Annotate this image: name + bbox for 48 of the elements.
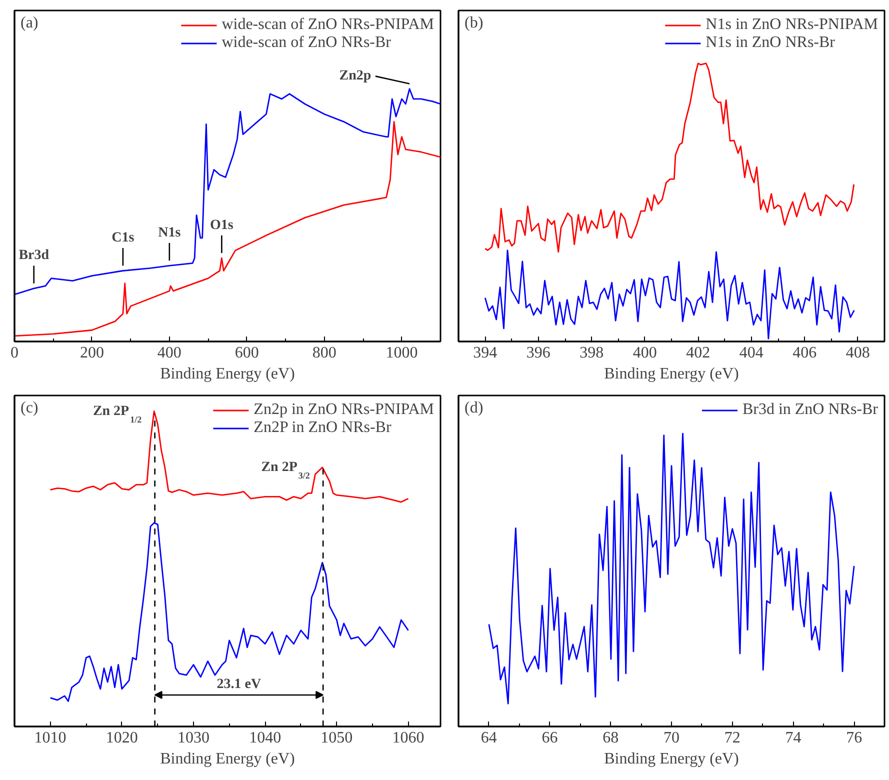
- x-tick-label: 1040: [249, 730, 282, 746]
- x-tick-label: 1030: [177, 730, 210, 746]
- x-tick-label: 800: [312, 344, 336, 362]
- x-tick-label: 1000: [386, 344, 418, 362]
- legend-label: N1s in ZnO NRs-PNIPAM: [706, 16, 878, 34]
- legend-label: wide-scan of ZnO NRs-Br: [222, 34, 391, 52]
- annotation: N1s: [158, 225, 182, 240]
- x-tick-label: 72: [724, 730, 740, 746]
- x-tick-label: 70: [664, 730, 680, 746]
- chart-title: (b): [464, 14, 484, 32]
- x-tick-label: 74: [785, 730, 802, 746]
- x-tick-label: 400: [632, 344, 657, 362]
- x-tick-label: 66: [542, 730, 558, 746]
- x-tick-label: 394: [473, 344, 498, 362]
- chart-title: (c): [20, 400, 38, 416]
- x-tick-label: 400: [157, 344, 182, 362]
- annotation: 23.1 eV: [216, 676, 262, 692]
- annotation: Br3d: [18, 248, 50, 264]
- x-axis-title: Binding Energy (eV): [604, 750, 739, 768]
- annotation: Zn2p: [339, 68, 372, 84]
- chart-title: (d): [464, 400, 484, 416]
- chart-title: (a): [20, 14, 38, 32]
- x-tick-label: 396: [526, 344, 550, 362]
- x-axis-title: Binding Energy (eV): [160, 750, 295, 768]
- x-tick-label: 1050: [320, 730, 353, 746]
- x-tick-label: 64: [480, 730, 497, 746]
- x-tick-label: 408: [846, 344, 870, 362]
- annotation: C1s: [112, 230, 135, 246]
- x-tick-label: 600: [234, 344, 259, 362]
- x-tick-label: 402: [686, 344, 710, 362]
- x-tick-label: 1020: [106, 730, 138, 746]
- x-tick-label: 406: [792, 344, 817, 362]
- legend-label: Br3d in ZnO NRs-Br: [742, 401, 878, 419]
- legend-label: wide-scan of ZnO NRs-PNIPAM: [222, 16, 434, 34]
- x-tick-label: 0: [10, 344, 18, 362]
- x-tick-label: 200: [80, 344, 104, 362]
- legend-label: N1s in ZnO NRs-Br: [706, 34, 836, 52]
- x-tick-label: 1010: [34, 730, 66, 746]
- x-tick-label: 68: [602, 730, 619, 746]
- annotation: O1s: [210, 218, 234, 233]
- x-tick-label: 1060: [392, 730, 424, 746]
- legend-label: Zn2P in ZnO NRs-Br: [254, 419, 392, 437]
- x-axis-title: Binding Energy (eV): [160, 366, 295, 382]
- x-axis-title: Binding Energy (eV): [604, 366, 739, 382]
- legend-label: Zn2p in ZnO NRs-PNIPAM: [254, 401, 434, 419]
- x-tick-label: 398: [580, 344, 604, 362]
- x-tick-label: 404: [739, 344, 764, 362]
- x-tick-label: 76: [846, 730, 862, 746]
